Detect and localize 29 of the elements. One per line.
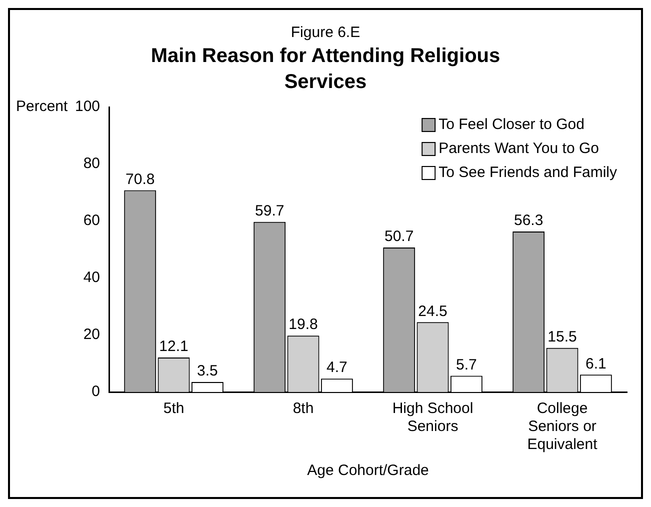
y-tick-label: 100: [74, 98, 100, 116]
data-label: 56.3: [514, 212, 544, 230]
x-tick-label: 8th: [292, 400, 314, 418]
x-axis-title: Age Cohort/Grade: [307, 462, 429, 480]
data-label: 19.8: [288, 316, 318, 334]
x-tick-label: High School Seniors: [392, 400, 474, 436]
legend-label: To Feel Closer to God: [438, 116, 584, 134]
y-tick-label: 0: [92, 383, 100, 400]
data-label: 6.1: [585, 355, 606, 372]
data-label: 50.7: [384, 228, 414, 246]
legend-label: Parents Want You to Go: [438, 140, 599, 158]
data-label: 15.5: [548, 328, 577, 346]
data-label: 70.8: [126, 170, 155, 188]
x-tick-label: 5th: [163, 400, 184, 418]
y-tick-label: 80: [83, 155, 100, 172]
data-label: 5.7: [456, 356, 477, 374]
y-tick-label: 20: [83, 326, 100, 344]
data-label: 4.7: [326, 359, 348, 376]
y-axis-title: Percent: [16, 98, 69, 116]
y-tick-label: 40: [83, 269, 100, 286]
y-tick-label: 60: [83, 212, 100, 230]
data-label: 59.7: [254, 202, 284, 220]
chart-subtitle: Figure 6.E: [290, 24, 362, 41]
x-tick-label: College Seniors or Equivalent: [527, 400, 598, 454]
data-label: 24.5: [418, 302, 448, 320]
chart-title: Main Reason for Attending Religious Services: [150, 44, 502, 95]
data-label: 12.1: [159, 338, 188, 356]
legend-label: To See Friends and Family: [438, 164, 618, 182]
data-label: 3.5: [197, 362, 218, 380]
